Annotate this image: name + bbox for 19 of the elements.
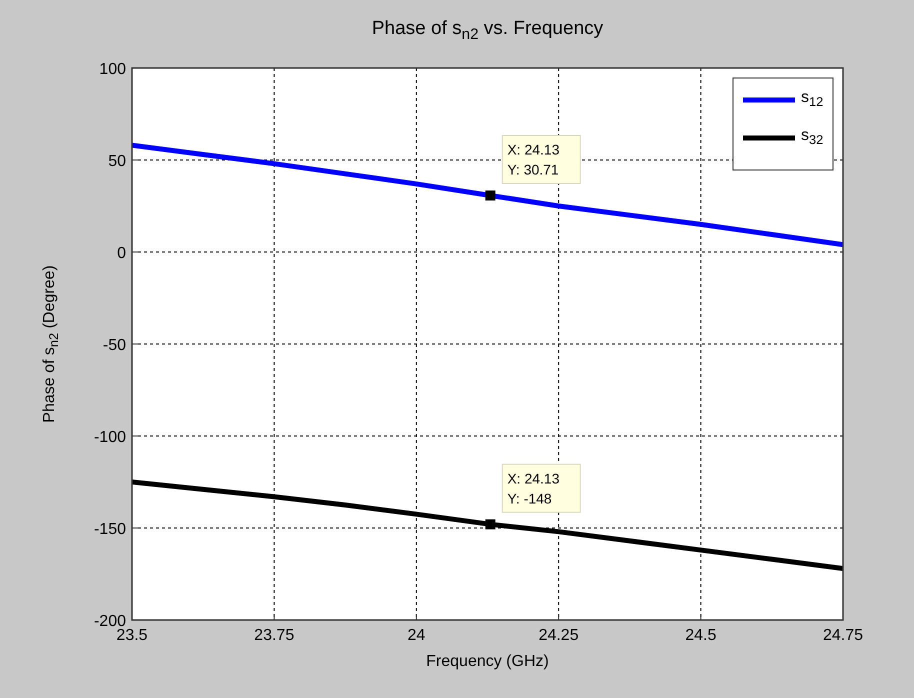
y-tick-label: -200	[94, 613, 126, 630]
x-tick-label: 23.5	[116, 627, 148, 644]
y-tick-label: -50	[102, 337, 126, 354]
annotation: X: 24.13 Y: 30.71	[507, 141, 560, 178]
x-tick-label: 24.5	[685, 627, 716, 644]
chart-title: Phase of s$_{n2}$ vs. Frequency	[372, 18, 604, 42]
annotation: X: 24.13 Y: -148	[507, 470, 560, 506]
x-axis-title: Frequency (GHz)	[426, 653, 549, 670]
y-tick-label: -100	[94, 429, 126, 446]
y-tick-label: 0	[117, 245, 126, 262]
x-tick-label: 24.75	[822, 627, 864, 644]
x-tick-label: 24	[408, 627, 426, 644]
y-tick-label: 50	[108, 153, 126, 170]
y-tick-label: 100	[99, 61, 126, 78]
x-tick-label: 23.75	[254, 627, 294, 644]
legend-label: s$_{12}$	[801, 89, 824, 109]
legend-label: s$_{32}$	[801, 127, 824, 147]
x-tick-label: 24.25	[538, 627, 579, 644]
y-tick-label: -150	[94, 521, 126, 538]
